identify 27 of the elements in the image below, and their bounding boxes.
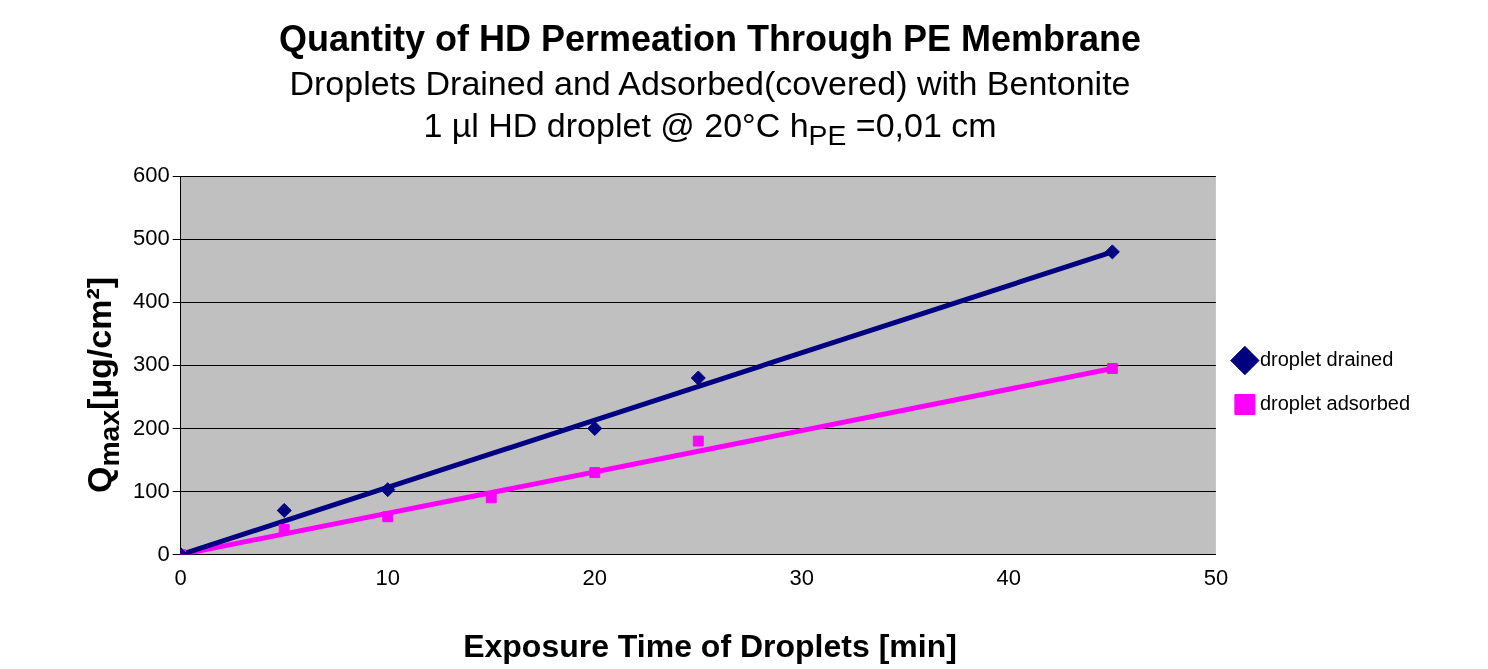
y-tick-label: 100 bbox=[132, 477, 170, 503]
point bbox=[589, 467, 601, 479]
y-tick-label: 600 bbox=[132, 162, 170, 188]
point bbox=[1106, 363, 1118, 374]
point bbox=[690, 370, 706, 386]
x-tick-label: 50 bbox=[1203, 564, 1229, 590]
point bbox=[587, 420, 603, 436]
legend-label: droplet adsorbed bbox=[1259, 392, 1410, 415]
x-tick-label: 10 bbox=[375, 564, 400, 590]
x-axis-title: Exposure Time of Droplets [min] bbox=[462, 628, 958, 665]
x-tick-label: 0 bbox=[174, 564, 187, 590]
y-tick-label: 300 bbox=[132, 351, 170, 377]
point bbox=[382, 511, 394, 523]
x-tick-label: 40 bbox=[996, 564, 1022, 590]
y-tick-label: 500 bbox=[132, 225, 170, 251]
y-tick-label: 200 bbox=[132, 414, 170, 440]
point bbox=[692, 435, 704, 447]
y-tick-label: 0 bbox=[157, 540, 170, 566]
chart-title: Quantity of HD Permeation Through PE Membrane bbox=[277, 18, 1143, 60]
y-tick-label: 400 bbox=[132, 288, 170, 314]
x-tick-label: 20 bbox=[582, 564, 608, 590]
legend-label: droplet drained bbox=[1259, 348, 1394, 371]
point bbox=[380, 482, 396, 498]
x-tick-label: 30 bbox=[789, 564, 815, 590]
point bbox=[276, 502, 292, 518]
chart-subtitle: Droplets Drained and Adsorbed(covered) with Bentonite 1 µl HD droplet @ 20°C h$_{PE}$ =0,01 cm bbox=[288, 63, 1132, 153]
point bbox=[1104, 244, 1120, 260]
